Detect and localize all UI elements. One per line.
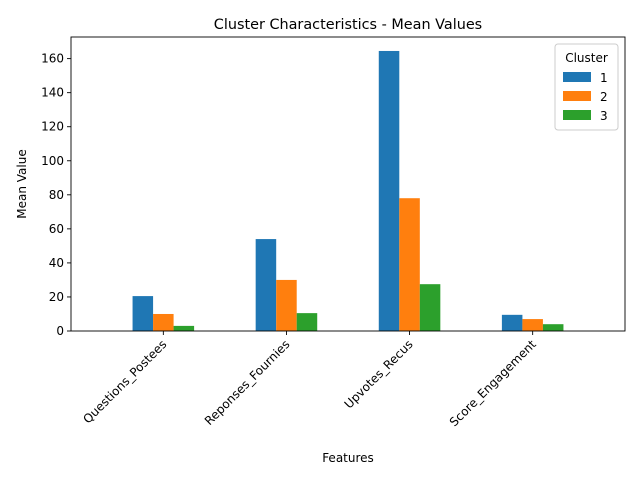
legend-label-cluster-3: 3 (600, 109, 608, 123)
legend: Cluster 1 2 3 (554, 43, 619, 131)
y-tick-label: 0 (56, 324, 64, 338)
bar-cluster-1-upvotes-recus (378, 50, 400, 332)
bar-cluster-2-upvotes-recus (399, 198, 420, 331)
bar-cluster-1-score-engagement (501, 314, 523, 331)
bar-cluster-2-questions-postees (153, 313, 174, 331)
bar-cluster-3-reponses-fournies (296, 313, 318, 331)
bar-cluster-2-reponses-fournies (276, 279, 297, 331)
bar-cluster-1-reponses-fournies (255, 239, 277, 331)
y-tick-label: 20 (49, 290, 64, 304)
legend-swatch-cluster-1 (563, 72, 591, 82)
legend-swatch-cluster-3 (563, 110, 591, 120)
x-tick-label: Upvotes_Recus (342, 337, 416, 411)
x-tick-label: Questions_Postees (80, 337, 169, 426)
bar-cluster-3-score-engagement (542, 324, 564, 331)
y-tick-label: 160 (41, 52, 64, 66)
y-tick-label: 140 (41, 86, 64, 100)
bar-cluster-1-questions-postees (132, 296, 154, 331)
y-axis: 0 20 40 60 80 100 120 140 160 (41, 52, 71, 338)
y-axis-label: Mean Value (15, 149, 29, 218)
x-tick-label: Reponses_Fournies (202, 337, 293, 428)
legend-title: Cluster (565, 51, 608, 65)
chart-title: Cluster Characteristics - Mean Values (214, 17, 482, 33)
y-tick-label: 80 (49, 188, 64, 202)
legend-label-cluster-2: 2 (600, 90, 608, 104)
bar-cluster-2-score-engagement (522, 319, 543, 331)
legend-label-cluster-1: 1 (600, 71, 608, 85)
y-tick-label: 100 (41, 154, 64, 168)
y-tick-label: 40 (49, 256, 64, 270)
plot-frame (70, 36, 626, 332)
bars-group (132, 50, 564, 332)
x-tick-label: Score_Engagement (447, 337, 539, 429)
legend-box (554, 43, 619, 131)
bar-cluster-3-upvotes-recus (419, 284, 441, 331)
legend-swatch-cluster-2 (563, 91, 591, 101)
bar-cluster-3-questions-postees (173, 325, 195, 331)
x-axis-label: Features (322, 451, 374, 465)
y-tick-label: 120 (41, 120, 64, 134)
x-axis: Questions_Postees Reponses_Fournies Upvote… (80, 331, 539, 429)
y-tick-label: 60 (49, 222, 64, 236)
